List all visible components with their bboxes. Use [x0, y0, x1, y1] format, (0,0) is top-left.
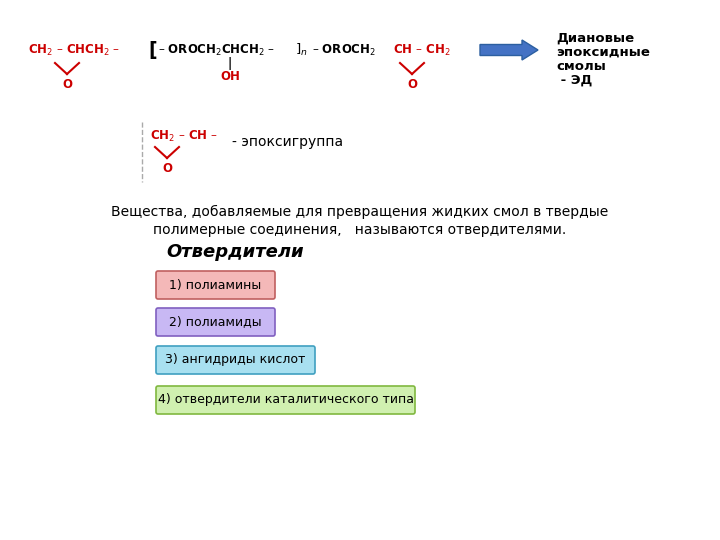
- Text: – OROCH$_2$CHCH$_2$ –: – OROCH$_2$CHCH$_2$ –: [158, 43, 275, 58]
- Text: CH – CH$_2$: CH – CH$_2$: [393, 43, 451, 58]
- Text: CH$_2$ – CHCH$_2$ –: CH$_2$ – CHCH$_2$ –: [28, 43, 120, 58]
- Text: O: O: [162, 163, 172, 176]
- Text: смолы: смолы: [556, 59, 606, 72]
- Text: эпоксидные: эпоксидные: [556, 45, 650, 58]
- Text: 3) ангидриды кислот: 3) ангидриды кислот: [166, 354, 306, 367]
- Text: – OROCH$_2$: – OROCH$_2$: [312, 43, 376, 58]
- Text: 4) отвердители каталитического типа: 4) отвердители каталитического типа: [158, 394, 413, 407]
- Text: CH$_2$ – CH –: CH$_2$ – CH –: [150, 129, 218, 144]
- FancyArrow shape: [480, 40, 538, 60]
- Text: - эпоксигруппа: - эпоксигруппа: [232, 135, 343, 149]
- Text: 2) полиамиды: 2) полиамиды: [169, 315, 262, 328]
- Text: 1) полиамины: 1) полиамины: [169, 279, 261, 292]
- Text: |: |: [228, 57, 232, 70]
- Text: OH: OH: [220, 71, 240, 84]
- FancyBboxPatch shape: [156, 346, 315, 374]
- Text: Отвердители: Отвердители: [166, 243, 304, 261]
- Text: Вещества, добавляемые для превращения жидких смол в твердые: Вещества, добавляемые для превращения жи…: [112, 205, 608, 219]
- Text: $]_n$: $]_n$: [295, 42, 307, 58]
- FancyBboxPatch shape: [156, 271, 275, 299]
- Text: полимерные соединения,   называются отвердителями.: полимерные соединения, называются отверд…: [153, 223, 567, 237]
- FancyBboxPatch shape: [156, 386, 415, 414]
- Text: - ЭД: - ЭД: [556, 73, 593, 86]
- Text: O: O: [407, 78, 417, 91]
- FancyBboxPatch shape: [156, 308, 275, 336]
- Text: O: O: [62, 78, 72, 91]
- Text: Диановые: Диановые: [556, 31, 634, 44]
- Text: $\mathbf{[}$: $\mathbf{[}$: [148, 39, 157, 61]
